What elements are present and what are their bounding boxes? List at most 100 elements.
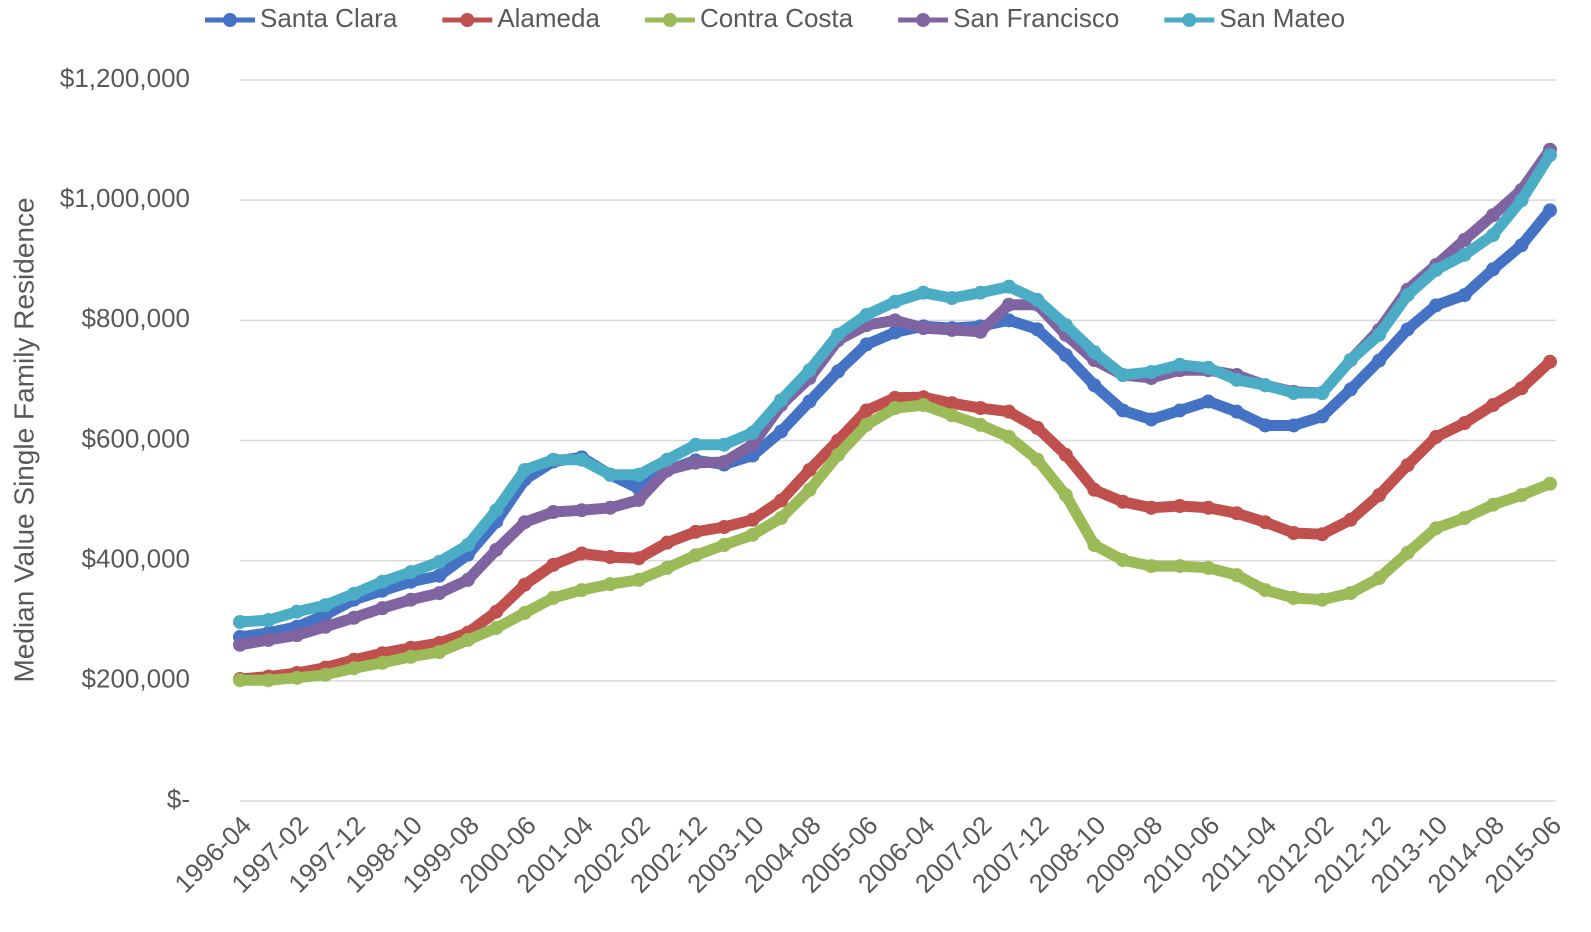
data-point xyxy=(1457,232,1472,247)
data-point xyxy=(1372,488,1387,503)
data-point xyxy=(261,673,276,688)
data-point xyxy=(289,604,304,619)
data-point xyxy=(973,324,988,339)
data-point xyxy=(1030,420,1045,435)
data-point xyxy=(1172,559,1187,574)
data-point xyxy=(546,504,561,519)
data-point xyxy=(660,535,675,550)
data-point xyxy=(460,538,475,553)
data-point xyxy=(1543,148,1557,163)
data-point xyxy=(1457,416,1472,431)
data-point xyxy=(802,462,817,477)
data-point xyxy=(1172,498,1187,513)
data-point xyxy=(1001,313,1016,328)
data-point xyxy=(774,424,789,439)
data-point xyxy=(517,515,532,530)
data-point xyxy=(1343,352,1358,367)
data-point xyxy=(745,437,760,452)
data-point xyxy=(546,452,561,467)
data-point xyxy=(944,322,959,337)
data-point xyxy=(1001,429,1016,444)
series xyxy=(233,148,1557,629)
data-point xyxy=(631,467,646,482)
data-point xyxy=(802,482,817,497)
data-point xyxy=(460,572,475,587)
data-point xyxy=(859,337,874,352)
data-point xyxy=(688,548,703,563)
data-point xyxy=(375,574,390,589)
data-point xyxy=(1229,372,1244,387)
data-point xyxy=(660,452,675,467)
data-point xyxy=(1372,571,1387,586)
data-point xyxy=(688,455,703,470)
data-point xyxy=(859,307,874,322)
data-point xyxy=(289,628,304,643)
data-point xyxy=(1201,394,1216,409)
data-point xyxy=(1058,318,1073,333)
legend-marker xyxy=(460,13,475,27)
data-point xyxy=(346,586,361,601)
data-point xyxy=(774,393,789,408)
data-point xyxy=(1315,409,1330,424)
data-point xyxy=(888,401,902,416)
data-point xyxy=(1286,526,1301,541)
data-point xyxy=(574,583,589,598)
data-point xyxy=(517,462,532,477)
data-point xyxy=(1286,418,1301,433)
data-point xyxy=(233,637,247,652)
data-point xyxy=(888,313,902,328)
data-point xyxy=(1144,559,1159,574)
data-point xyxy=(1514,193,1529,208)
data-point xyxy=(1457,288,1472,303)
data-point xyxy=(1258,378,1273,393)
data-point xyxy=(460,632,475,647)
data-point xyxy=(688,524,703,539)
series xyxy=(233,203,1557,644)
data-point xyxy=(1429,262,1444,277)
data-point xyxy=(1400,288,1415,303)
y-tick-label: $800,000 xyxy=(82,303,190,333)
data-point xyxy=(660,560,675,575)
data-point xyxy=(346,610,361,625)
data-point xyxy=(1486,262,1501,277)
data-point xyxy=(517,605,532,620)
data-point xyxy=(1030,322,1045,337)
data-point xyxy=(546,590,561,605)
data-point xyxy=(1229,506,1244,521)
data-point xyxy=(1058,488,1073,503)
data-point xyxy=(973,401,988,416)
data-point xyxy=(1115,494,1130,509)
data-point xyxy=(745,512,760,527)
legend-marker xyxy=(1182,13,1197,27)
data-point xyxy=(831,327,846,342)
data-point xyxy=(489,503,504,518)
data-point xyxy=(1087,345,1102,360)
data-point xyxy=(888,325,902,340)
data-point xyxy=(403,565,418,580)
series xyxy=(233,398,1557,688)
data-point xyxy=(1343,586,1358,601)
data-point xyxy=(1201,560,1216,575)
data-point xyxy=(717,455,732,470)
data-point xyxy=(1115,553,1130,568)
data-point xyxy=(603,577,618,592)
data-point xyxy=(774,493,789,508)
data-point xyxy=(603,467,618,482)
data-point xyxy=(1172,403,1187,418)
data-point xyxy=(403,649,418,664)
data-point xyxy=(1030,452,1045,467)
data-point xyxy=(1001,279,1016,294)
data-point xyxy=(1201,500,1216,515)
data-point xyxy=(944,291,959,306)
data-point xyxy=(888,294,902,309)
data-point xyxy=(1144,412,1159,427)
data-point xyxy=(1486,398,1501,413)
y-tick-label: $1,200,000 xyxy=(60,63,190,93)
data-point xyxy=(1457,511,1472,526)
data-point xyxy=(489,542,504,557)
data-point xyxy=(745,425,760,440)
data-point xyxy=(831,447,846,462)
data-point xyxy=(1058,348,1073,363)
data-point xyxy=(1144,500,1159,515)
